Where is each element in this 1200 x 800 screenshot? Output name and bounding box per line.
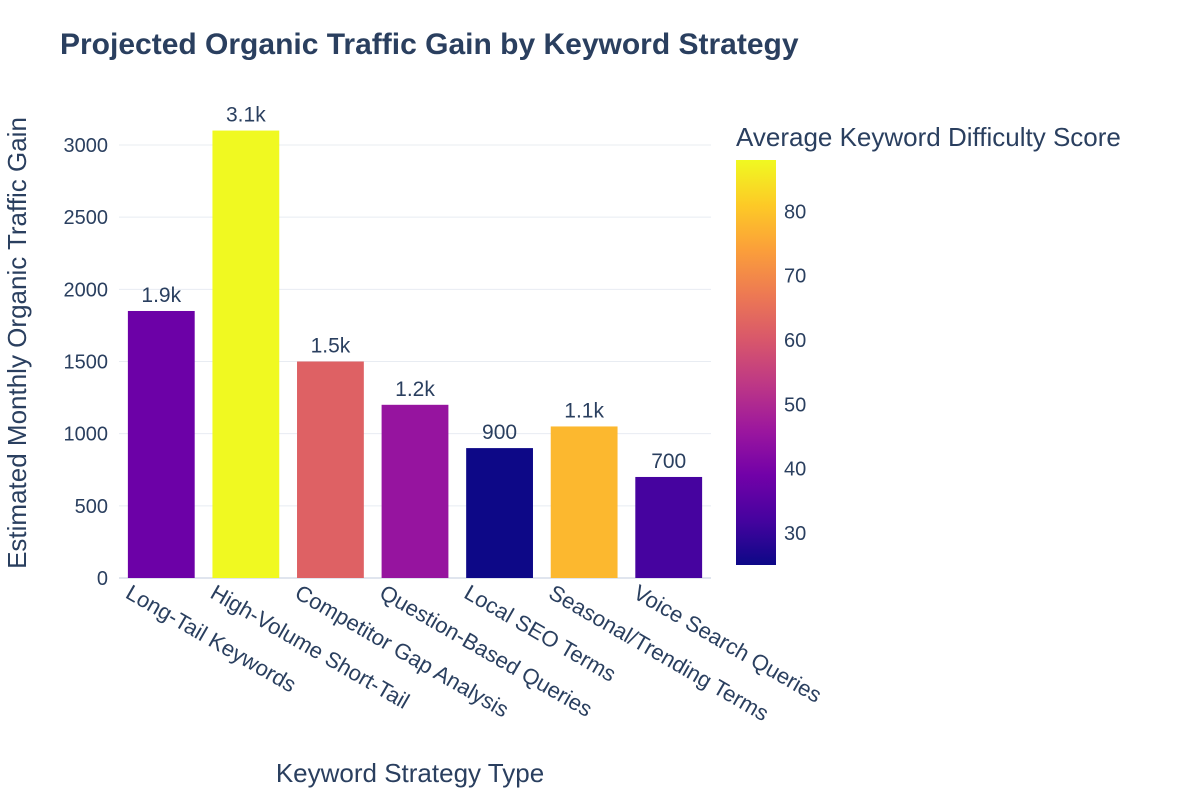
bar <box>466 448 533 578</box>
colorbar-tick-label: 30 <box>784 523 806 545</box>
bar <box>381 404 449 578</box>
y-tick-label: 2000 <box>64 279 109 301</box>
colorbar-tick-label: 60 <box>784 330 806 352</box>
colorbar-ticks: 30 40 50 60 70 80 <box>784 201 806 544</box>
y-tick-label: 2500 <box>64 207 109 229</box>
x-axis-title: Keyword Strategy Type <box>276 758 544 788</box>
colorbar: Average Keyword Difficulty Score 30 40 50 6… <box>736 122 1121 565</box>
y-tick-label: 500 <box>75 496 108 518</box>
chart-title: Projected Organic Traffic Gain by Keywor… <box>60 28 799 61</box>
colorbar-tick-label: 40 <box>784 459 806 481</box>
bar <box>212 130 280 579</box>
bar-value-label: 700 <box>651 450 686 473</box>
colorbar-tick-label: 50 <box>784 394 806 416</box>
y-axis-ticks: 0 500 1000 1500 2000 2500 3000 <box>64 135 109 590</box>
bar-value-label: 1.9k <box>141 284 181 307</box>
bar <box>635 476 703 578</box>
bar-value-label: 1.5k <box>311 335 351 358</box>
bar-value-label: 1.1k <box>564 399 604 422</box>
bar-value-label: 3.1k <box>226 104 266 127</box>
y-tick-label: 1000 <box>64 424 109 446</box>
y-tick-label: 1500 <box>64 352 109 374</box>
bar <box>550 426 618 578</box>
bar <box>127 310 195 578</box>
bar <box>297 361 364 578</box>
colorbar-tick-label: 80 <box>784 201 806 223</box>
bar-value-label: 1.2k <box>395 378 435 401</box>
colorbar-gradient <box>736 160 776 565</box>
y-tick-label: 3000 <box>64 135 109 157</box>
y-tick-label: 0 <box>97 568 108 590</box>
bar-value-label: 900 <box>482 421 517 444</box>
bars: 1.9k 3.1k 1.5k 1.2k 900 1.1k 700 <box>127 104 703 579</box>
colorbar-title: Average Keyword Difficulty Score <box>736 122 1121 152</box>
colorbar-tick-label: 70 <box>784 266 806 288</box>
y-axis-title: Estimated Monthly Organic Traffic Gain <box>2 117 32 569</box>
